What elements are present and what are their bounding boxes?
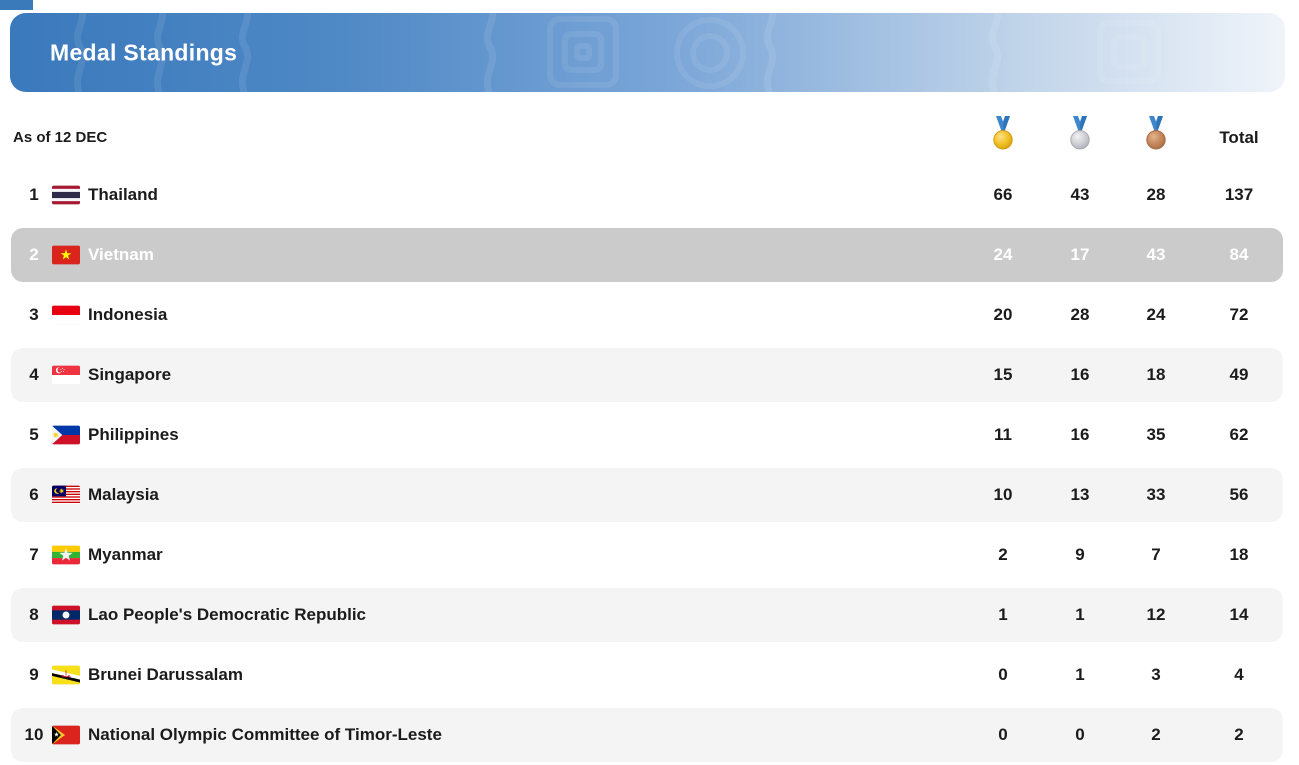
total-count: 49 <box>1229 365 1249 384</box>
gold-count: 11 <box>994 425 1012 444</box>
bronze-medal-icon <box>1145 116 1167 152</box>
flag-laos-icon <box>52 605 80 625</box>
medal-table-body: 1 Thailand 66 43 28 137 2 Vietnam 24 17 … <box>0 165 1299 765</box>
bronze-count: 2 <box>1151 725 1161 744</box>
rank-number: 10 <box>24 725 44 744</box>
bronze-count: 35 <box>1146 425 1166 444</box>
flag-philippines-icon <box>52 425 80 445</box>
gold-count: 20 <box>993 305 1013 324</box>
gold-count: 10 <box>993 485 1013 504</box>
gold-count: 1 <box>998 605 1008 624</box>
rank-number: 8 <box>29 605 39 624</box>
table-row[interactable]: 10 National Olympic Committee of Timor-L… <box>0 705 1299 765</box>
row-background <box>11 468 1283 522</box>
table-row[interactable]: 1 Thailand 66 43 28 137 <box>0 165 1299 225</box>
country-name: Lao People's Democratic Republic <box>88 605 367 624</box>
rank-number: 4 <box>29 365 39 384</box>
gold-count: 2 <box>998 545 1008 564</box>
gold-count: 24 <box>993 245 1013 264</box>
bronze-count: 3 <box>1151 665 1161 684</box>
country-name: Vietnam <box>88 245 154 264</box>
country-name: Malaysia <box>88 485 159 504</box>
silver-medal-icon <box>1069 116 1091 152</box>
country-name: Philippines <box>88 425 179 444</box>
rank-number: 9 <box>29 665 39 684</box>
gold-count: 15 <box>993 365 1013 384</box>
page-title: Medal Standings <box>50 39 238 65</box>
row-background <box>11 348 1283 402</box>
rank-number: 1 <box>29 185 39 204</box>
flag-timor-leste-icon <box>52 725 80 745</box>
bronze-count: 12 <box>1146 605 1166 624</box>
row-background <box>11 228 1283 282</box>
table-row[interactable]: 8 Lao People's Democratic Republic 1 1 1… <box>0 585 1299 645</box>
country-name: Singapore <box>88 365 172 384</box>
total-count: 56 <box>1229 485 1249 504</box>
silver-count: 16 <box>1070 425 1090 444</box>
total-count: 84 <box>1229 245 1249 264</box>
row-background <box>11 588 1283 642</box>
bronze-count: 33 <box>1146 485 1166 504</box>
table-row[interactable]: 7 Myanmar 2 9 7 18 <box>0 525 1299 585</box>
top-edge-tab-remnant <box>0 0 33 10</box>
total-count: 18 <box>1229 545 1249 564</box>
table-header-row: As of 12 DEC Total <box>0 110 1299 165</box>
gold-count: 66 <box>993 185 1013 204</box>
silver-count: 43 <box>1070 185 1090 204</box>
silver-count: 1 <box>1075 665 1085 684</box>
gold-count: 0 <box>998 665 1008 684</box>
gold-medal-icon <box>992 116 1014 152</box>
total-count: 14 <box>1229 605 1249 624</box>
country-name: Myanmar <box>88 545 163 564</box>
table-row[interactable]: 9 Brunei Darussalam 0 1 3 4 <box>0 645 1299 705</box>
silver-count: 13 <box>1070 485 1090 504</box>
total-column-header: Total <box>1219 127 1259 147</box>
table-row[interactable]: 5 Philippines 11 16 35 62 <box>0 405 1299 465</box>
table-row[interactable]: 3 Indonesia 20 28 24 72 <box>0 285 1299 345</box>
silver-count: 1 <box>1075 605 1085 624</box>
as-of-date-label: As of 12 DEC <box>13 129 108 146</box>
silver-count: 16 <box>1070 365 1090 384</box>
country-name: Indonesia <box>88 305 168 324</box>
silver-count: 17 <box>1070 245 1090 264</box>
rank-number: 3 <box>29 305 39 324</box>
flag-thailand-icon <box>52 185 80 205</box>
medal-standings-banner: Medal Standings <box>10 13 1285 92</box>
rank-number: 2 <box>29 245 39 264</box>
silver-count: 28 <box>1070 305 1090 324</box>
flag-brunei-icon <box>52 665 80 685</box>
bronze-count: 24 <box>1146 305 1166 324</box>
rank-number: 6 <box>29 485 39 504</box>
total-count: 137 <box>1224 185 1254 204</box>
flag-indonesia-icon <box>52 305 80 325</box>
flag-vietnam-icon <box>52 245 80 265</box>
bronze-count: 43 <box>1146 245 1166 264</box>
total-count: 62 <box>1229 425 1249 444</box>
silver-count: 0 <box>1075 725 1085 744</box>
table-row[interactable]: 4 Singapore 15 16 18 49 <box>0 345 1299 405</box>
flag-malaysia-icon <box>52 485 80 505</box>
row-background <box>11 708 1283 762</box>
banner-decorative-pattern <box>73 13 1161 92</box>
total-count: 4 <box>1234 665 1244 684</box>
gold-count: 0 <box>998 725 1008 744</box>
table-row[interactable]: 6 Malaysia 10 13 33 56 <box>0 465 1299 525</box>
bronze-count: 18 <box>1146 365 1166 384</box>
total-count: 72 <box>1229 305 1249 324</box>
total-count: 2 <box>1234 725 1244 744</box>
flag-singapore-icon <box>52 365 80 385</box>
flag-myanmar-icon <box>52 545 80 565</box>
country-name: Thailand <box>88 185 158 204</box>
bronze-count: 7 <box>1151 545 1161 564</box>
country-name: Brunei Darussalam <box>88 665 243 684</box>
country-name: National Olympic Committee of Timor-Lest… <box>88 725 442 744</box>
table-row[interactable]: 2 Vietnam 24 17 43 84 <box>0 225 1299 285</box>
rank-number: 7 <box>29 545 39 564</box>
rank-number: 5 <box>29 425 39 444</box>
bronze-count: 28 <box>1146 185 1166 204</box>
silver-count: 9 <box>1075 545 1085 564</box>
